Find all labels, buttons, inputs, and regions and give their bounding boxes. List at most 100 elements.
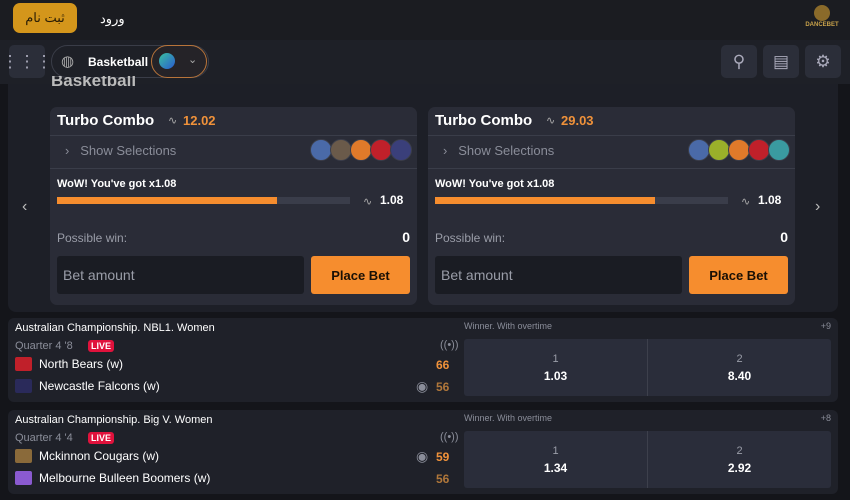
top-bar: ثبت نام ورود DANCEBET xyxy=(0,0,850,40)
league-name: Australian Championship. Big V. Women xyxy=(15,414,213,426)
odds-button-away[interactable]: 2 2.92 xyxy=(647,431,831,488)
team-name: Melbourne Bulleen Boomers (w) xyxy=(39,471,211,485)
team-logo xyxy=(688,139,710,161)
possible-win-label: Possible win: xyxy=(435,231,506,245)
odds-box: 1 1.34 2 2.92 xyxy=(464,431,831,488)
team-logo xyxy=(768,139,790,161)
more-markets-link[interactable]: +9 xyxy=(820,321,831,331)
match-row[interactable]: Australian Championship. NBL1. Women Qua… xyxy=(8,318,838,402)
region-dropdown[interactable]: ⌄ xyxy=(151,45,207,78)
team-logo xyxy=(310,139,332,161)
bet-amount-input[interactable] xyxy=(435,256,682,294)
team-logo xyxy=(15,471,32,485)
odds-box: 1 1.03 2 8.40 xyxy=(464,339,831,396)
odds-button-home[interactable]: 1 1.34 xyxy=(464,431,647,488)
boost-message: WoW! You've got x1.08 xyxy=(57,178,177,190)
odds-value: 1.03 xyxy=(543,368,568,383)
team-name: Newcastle Falcons (w) xyxy=(39,379,160,393)
boost-progress-fill xyxy=(435,197,655,204)
market-name: Winner. With overtime xyxy=(464,321,553,331)
show-selections-label: Show Selections xyxy=(458,143,555,158)
boost-progress-bar xyxy=(435,197,728,204)
possible-win-label: Possible win: xyxy=(57,231,128,245)
team-logo xyxy=(15,379,32,393)
outcome-label: 2 xyxy=(736,352,743,365)
pulse-icon: ∿ xyxy=(741,196,751,208)
grid-icon: ⋮⋮⋮ xyxy=(1,51,53,71)
boost-progress-bar xyxy=(57,197,350,204)
team-logo xyxy=(728,139,750,161)
carousel-next-arrow[interactable]: › xyxy=(815,198,821,215)
section-title: Basketball xyxy=(51,76,137,90)
divider xyxy=(50,135,417,136)
show-selections-toggle[interactable]: › Show Selections xyxy=(443,143,554,158)
score-home: 66 xyxy=(436,358,450,372)
show-selections-toggle[interactable]: › Show Selections xyxy=(65,143,176,158)
possible-win-value: 0 xyxy=(402,229,410,245)
team-name: North Bears (w) xyxy=(39,357,124,371)
match-row[interactable]: Australian Championship. Big V. Women Qu… xyxy=(8,410,838,494)
team-away: Newcastle Falcons (w) xyxy=(15,379,160,393)
basketball-icon: ◍ xyxy=(61,53,75,70)
show-selections-label: Show Selections xyxy=(80,143,177,158)
team-logo xyxy=(15,449,32,463)
nav-bar: ⋮⋮⋮ ⚲ ▤ ⚙ xyxy=(0,40,850,84)
team-logo xyxy=(350,139,372,161)
team-home: North Bears (w) xyxy=(15,357,123,371)
odds-button-home[interactable]: 1 1.03 xyxy=(464,339,647,396)
combo-title: Turbo Combo xyxy=(435,112,533,129)
team-logos xyxy=(688,139,790,161)
match-period: Quarter 4 '8 xyxy=(15,340,73,352)
score-home: 59 xyxy=(436,450,450,464)
team-logo xyxy=(708,139,730,161)
pulse-icon: ∿ xyxy=(363,196,373,208)
grid-menu-button[interactable]: ⋮⋮⋮ xyxy=(2,45,53,78)
team-logo xyxy=(330,139,352,161)
odds-value: 8.40 xyxy=(727,368,752,383)
brand-logo[interactable]: DANCEBET xyxy=(805,5,839,31)
possible-win-value: 0 xyxy=(780,229,788,245)
sport-selector[interactable]: ◍ Basketball xyxy=(51,45,209,78)
combo-odds: 12.02 xyxy=(183,113,216,128)
search-icon: ⚲ xyxy=(732,51,746,71)
search-button[interactable]: ⚲ xyxy=(721,45,757,78)
team-away: Melbourne Bulleen Boomers (w) xyxy=(15,471,210,485)
carousel-prev-arrow[interactable]: ‹ xyxy=(22,198,28,215)
team-home: Mckinnon Cougars (w) xyxy=(15,449,159,463)
betslip-icon: ▤ xyxy=(772,51,790,71)
betslip-button[interactable]: ▤ xyxy=(763,45,799,78)
settings-icon: ⚙ xyxy=(815,51,831,71)
divider xyxy=(428,168,795,169)
boost-multiplier: 1.08 xyxy=(758,193,782,207)
settings-button[interactable]: ⚙ xyxy=(805,45,841,78)
place-bet-button[interactable]: Place Bet xyxy=(311,256,410,294)
pulse-icon: ∿ xyxy=(168,115,178,127)
combo-odds: 29.03 xyxy=(561,113,594,128)
sport-label: Basketball xyxy=(88,55,149,69)
divider xyxy=(50,168,417,169)
register-button[interactable]: ثبت نام xyxy=(13,3,77,33)
score-away: 56 xyxy=(436,380,450,394)
serve-indicator-icon: ◉ xyxy=(416,378,429,394)
odds-value: 1.34 xyxy=(543,460,568,475)
league-name: Australian Championship. NBL1. Women xyxy=(15,322,215,334)
odds-button-away[interactable]: 2 8.40 xyxy=(647,339,831,396)
score-away: 56 xyxy=(436,472,450,486)
login-link[interactable]: ورود xyxy=(100,11,125,26)
globe-icon xyxy=(159,53,175,69)
team-logo xyxy=(15,357,32,371)
boost-progress-fill xyxy=(57,197,277,204)
team-logos xyxy=(310,139,412,161)
bet-amount-input[interactable] xyxy=(57,256,304,294)
boost-multiplier: 1.08 xyxy=(380,193,404,207)
chevron-down-icon: ⌄ xyxy=(188,54,198,66)
place-bet-button[interactable]: Place Bet xyxy=(689,256,788,294)
chevron-right-icon: › xyxy=(65,143,70,158)
serve-indicator-icon: ◉ xyxy=(416,448,429,464)
team-name: Mckinnon Cougars (w) xyxy=(39,449,160,463)
team-logo xyxy=(748,139,770,161)
live-stream-icon[interactable]: ((•)) xyxy=(440,339,459,351)
more-markets-link[interactable]: +8 xyxy=(820,413,831,423)
live-stream-icon[interactable]: ((•)) xyxy=(440,431,459,443)
chevron-right-icon: › xyxy=(443,143,448,158)
